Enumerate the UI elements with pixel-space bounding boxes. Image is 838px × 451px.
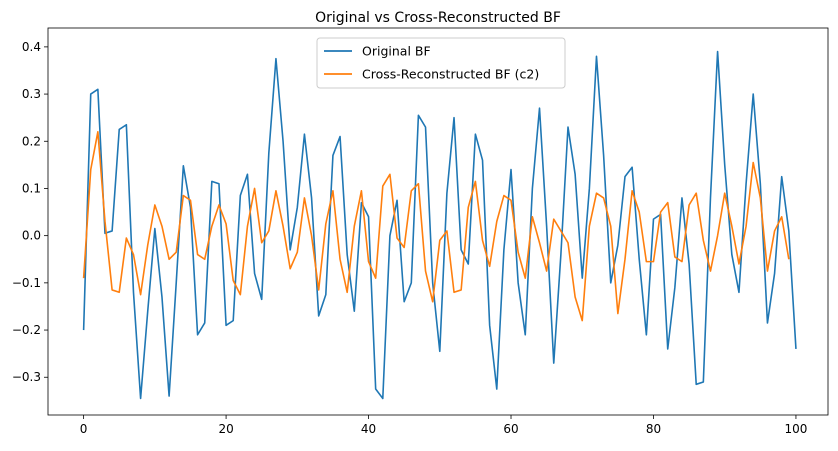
x-tick-label: 40 (361, 422, 376, 436)
y-tick-label: 0.1 (22, 181, 41, 195)
y-tick-label: −0.2 (12, 323, 41, 337)
y-tick-label: 0.2 (22, 134, 41, 148)
y-axis: −0.3 −0.2 −0.1 0.0 0.1 0.2 0.3 0.4 (12, 40, 48, 384)
y-tick-label: 0.3 (22, 87, 41, 101)
y-tick-label: −0.3 (12, 370, 41, 384)
legend-label-1: Original BF (362, 44, 431, 59)
x-tick-label: 0 (80, 422, 88, 436)
y-tick-label: 0.4 (22, 40, 41, 54)
chart-title: Original vs Cross-Reconstructed BF (315, 10, 561, 26)
plot-series (82, 50, 797, 400)
plot-frame (47, 27, 829, 416)
x-tick-label: 80 (646, 422, 661, 436)
x-tick-label: 60 (503, 422, 518, 436)
y-tick-label: 0.0 (22, 229, 41, 243)
series-line-2 (82, 131, 790, 322)
x-axis: 0 20 40 60 80 100 (80, 415, 807, 436)
y-tick-label: −0.1 (12, 276, 41, 290)
legend: Original BF Cross-Reconstructed BF (c2) (316, 37, 566, 89)
series-line-1 (82, 50, 797, 400)
x-tick-label: 20 (218, 422, 233, 436)
x-tick-label: 100 (784, 422, 807, 436)
legend-box (316, 37, 566, 89)
legend-label-2: Cross-Reconstructed BF (c2) (362, 67, 539, 82)
